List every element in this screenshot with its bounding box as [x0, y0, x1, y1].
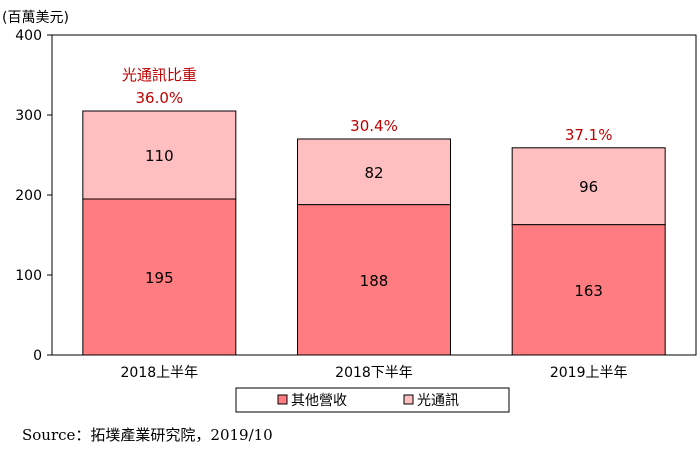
- bar-other-revenue: [297, 204, 451, 356]
- share-label: 37.1%: [565, 126, 613, 144]
- bar-value-label: 188: [360, 272, 389, 290]
- y-tick-label: 400: [15, 28, 42, 44]
- y-unit-label: (百萬美元): [2, 10, 69, 26]
- bar-value-label: 110: [145, 147, 174, 165]
- bar-value-label: 195: [145, 269, 174, 287]
- bar-value-label: 96: [579, 178, 598, 196]
- bar-other-revenue: [82, 198, 237, 356]
- bars: 195 110 光通訊比重 36.0% 188 82 30.4% 163 96 37.1%: [82, 66, 666, 356]
- legend-label: 其他營收: [291, 393, 347, 409]
- bar-optical-comm: [511, 147, 666, 226]
- share-label: 30.4%: [350, 117, 398, 135]
- bar-value-label: 82: [364, 164, 383, 182]
- bar-optical-comm: [82, 110, 237, 200]
- bar-other-revenue: [511, 224, 666, 356]
- x-tick-label: 2018上半年: [121, 365, 199, 381]
- y-tick-label: 200: [15, 188, 42, 204]
- legend-label: 光通訊: [417, 393, 459, 409]
- legend: 其他營收 光通訊: [235, 387, 510, 413]
- x-axis: 2018上半年 2018下半年 2019上半年: [121, 365, 628, 381]
- source-note: Source：拓墣產業研究院，2019/10: [22, 426, 273, 444]
- x-tick-label: 2018下半年: [335, 365, 413, 381]
- legend-swatch: [403, 394, 414, 405]
- legend-box: [235, 387, 510, 413]
- y-axis: 0 100 200 300 400: [15, 28, 52, 364]
- legend-swatch: [277, 394, 288, 405]
- y-tick-label: 0: [33, 348, 42, 364]
- bar-value-label: 163: [574, 282, 603, 300]
- x-tick-label: 2019上半年: [550, 365, 628, 381]
- y-tick-label: 300: [15, 108, 42, 124]
- share-label: 36.0%: [136, 89, 184, 107]
- bar-optical-comm: [297, 138, 451, 206]
- y-tick-label: 100: [15, 268, 42, 284]
- share-title: 光通訊比重: [122, 66, 197, 84]
